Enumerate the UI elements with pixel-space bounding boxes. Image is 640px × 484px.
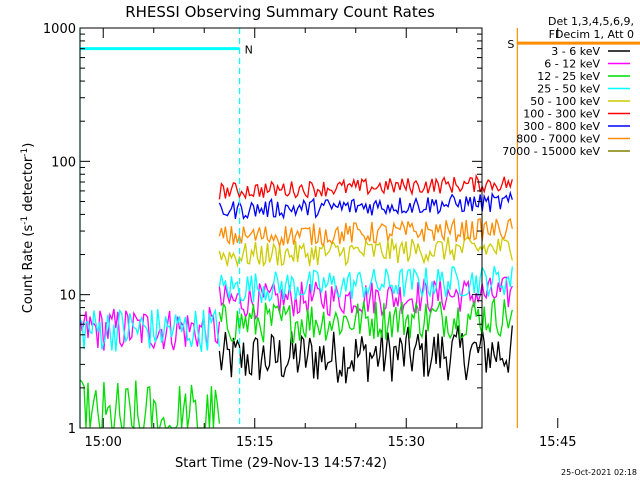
series-25-50keV <box>79 265 513 352</box>
y-tick-label: 1000 <box>43 22 76 37</box>
generation-timestamp: 25-Oct-2021 02:18 <box>561 468 637 477</box>
legend-entry-label: 300 - 800 keV <box>523 120 600 133</box>
series-3-6keV <box>218 325 513 384</box>
legend-entry-label: 3 - 6 keV <box>551 45 600 58</box>
y-axis-label: Count Rate (s-1 detector-1) <box>20 143 36 314</box>
legend-entry-label: 6 - 12 keV <box>544 58 600 71</box>
legend-header-line-2: FDecim 1, Att 0 <box>549 28 634 41</box>
x-tick-label: 15:30 <box>388 435 425 450</box>
series-line-segment <box>218 298 513 344</box>
series-line-segment <box>79 308 221 352</box>
legend-entry-label: 800 - 7000 keV <box>516 133 600 146</box>
interval-label-S: S <box>507 38 514 51</box>
series-100-300keV <box>218 173 513 200</box>
plot-frame <box>79 27 483 429</box>
x-tick-label: 15:15 <box>236 435 273 450</box>
y-tick-label: 1 <box>68 422 76 437</box>
x-tick-label: 15:00 <box>84 435 121 450</box>
series-line-segment <box>218 190 513 221</box>
series-800-7000keV <box>218 217 513 249</box>
series-line-segment <box>218 276 513 321</box>
series-line-segment <box>218 173 513 200</box>
y-tick-label: 100 <box>51 155 76 170</box>
interval-label-N: N <box>245 44 253 57</box>
series-50-100keV <box>218 234 513 268</box>
legend: Det 1,3,4,5,6,9, FDecim 1, Att 0 3 - 6 k… <box>502 15 634 158</box>
legend-entry-label: 50 - 100 keV <box>530 95 600 108</box>
series-300-800keV <box>218 190 513 221</box>
legend-entry-label: 12 - 25 keV <box>537 70 600 83</box>
y-tick-label: 10 <box>59 289 76 304</box>
legend-entry-label: 25 - 50 keV <box>537 83 600 96</box>
series-12-25keV <box>79 298 513 430</box>
x-axis-label: Start Time (29-Nov-13 14:57:42) <box>175 456 387 471</box>
legend-header-line-1: Det 1,3,4,5,6,9, <box>548 15 634 28</box>
legend-entry-label: 7000 - 15000 keV <box>502 145 600 158</box>
legend-entry-label: 100 - 300 keV <box>523 108 600 121</box>
chart-title: RHESSI Observing Summary Count Rates <box>125 3 435 21</box>
series-line-segment <box>218 265 513 304</box>
plot-lines <box>79 173 513 430</box>
series-line-segment <box>79 379 221 430</box>
x-tick-label: 15:45 <box>539 435 576 450</box>
series-line-segment <box>218 325 513 384</box>
series-line-segment <box>218 217 513 249</box>
y-axis: 1 10 100 1000 <box>43 22 482 437</box>
